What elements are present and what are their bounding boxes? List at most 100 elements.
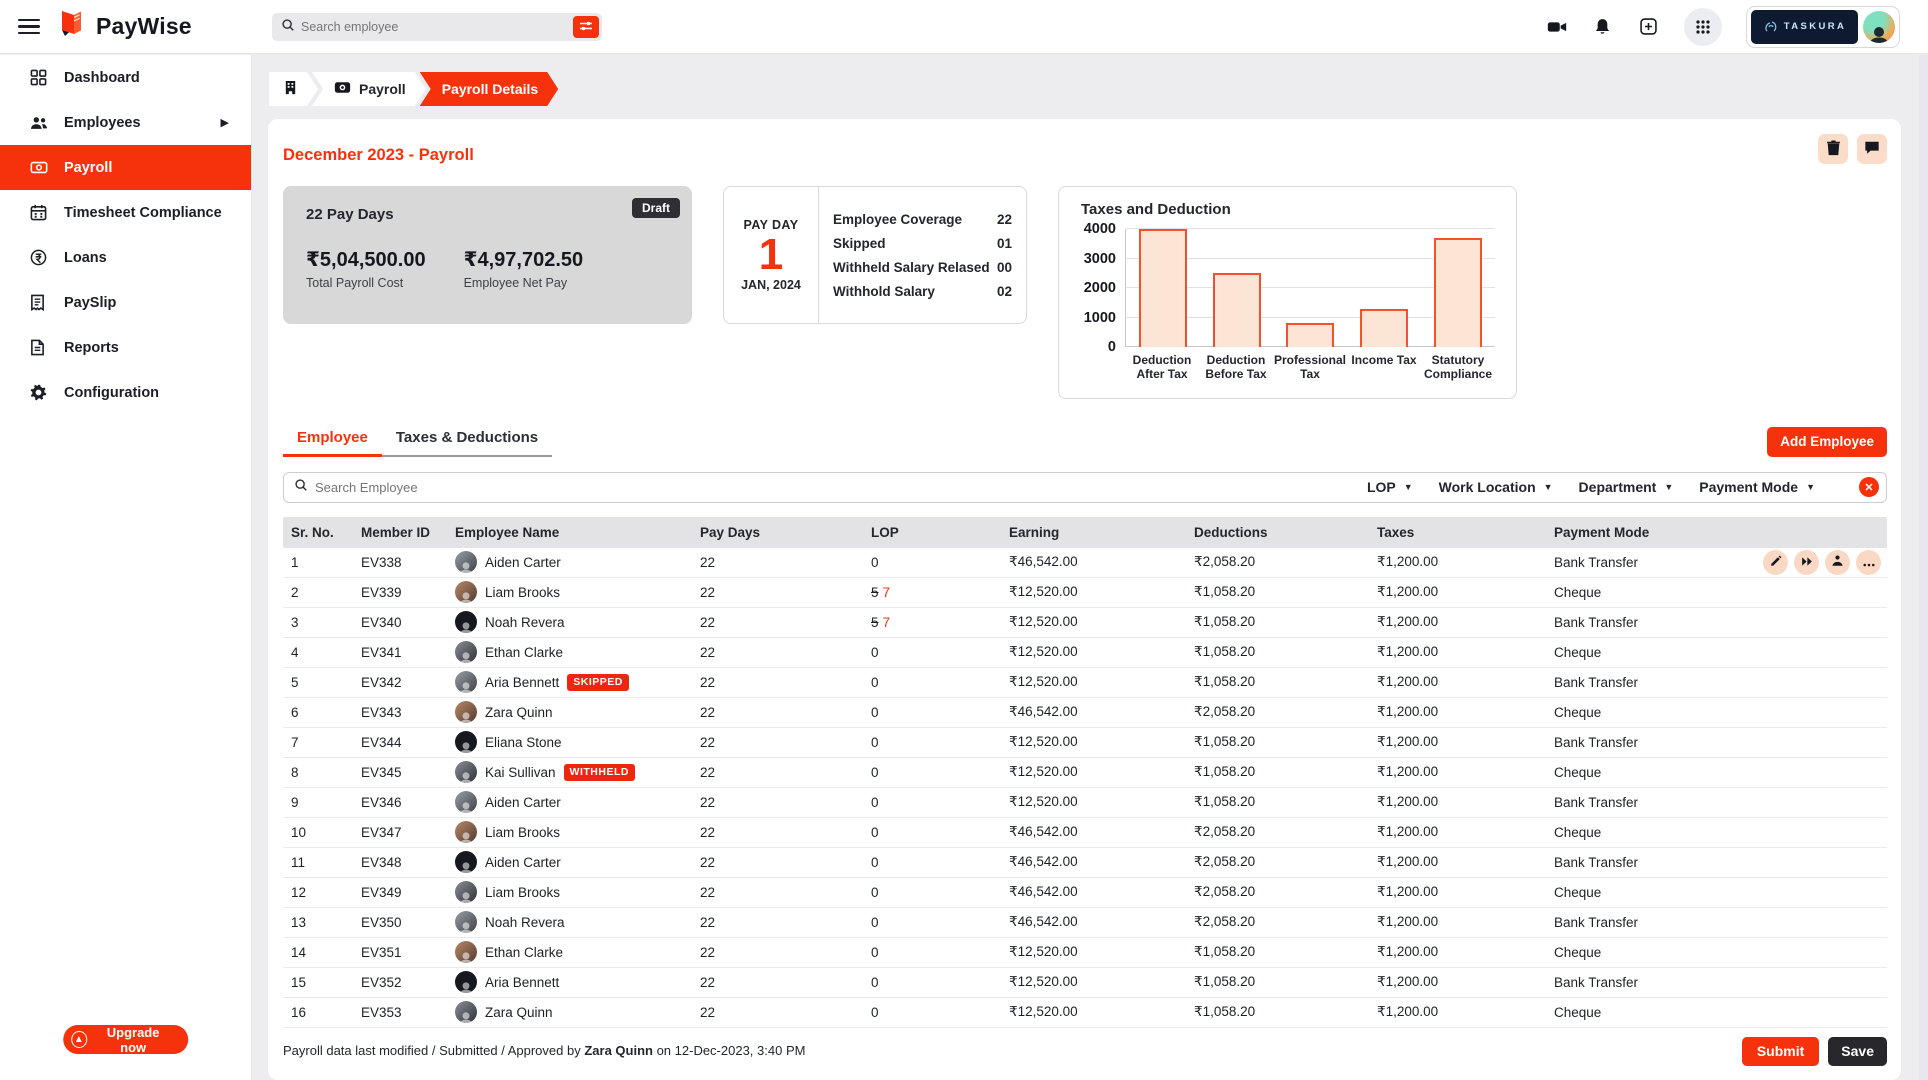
filter-payment-mode[interactable]: Payment Mode ▼ [1699,479,1815,495]
clear-filters-button[interactable]: ✕ [1859,477,1879,497]
cell-taxes: ₹1,200.00 [1377,824,1439,839]
cell-lop: 0 [871,854,879,870]
status-badge: WITHHELD [563,763,635,781]
cell-employee-name: Liam Brooks [447,881,692,903]
cell-employee-name: Ethan Clarke [447,941,692,963]
filter-work-location[interactable]: Work Location ▼ [1439,479,1553,495]
add-employee-button[interactable]: Add Employee [1767,426,1887,457]
sidebar-item-timesheet-compliance[interactable]: Timesheet Compliance [0,190,251,235]
cell-sr-no: 14 [291,944,307,960]
chevron-right-icon: ▶ [220,117,229,129]
bar-3 [1360,309,1409,347]
upgrade-button[interactable]: ▲ Upgrade now [62,1025,189,1055]
sidebar-item-dashboard[interactable]: Dashboard [0,55,251,100]
employee-search[interactable] [294,478,1367,497]
video-icon[interactable] [1546,16,1568,38]
cell-pay-days: 22 [700,614,716,630]
employee-search-input[interactable] [315,479,615,495]
brand-name: PayWise [96,13,192,39]
cell-earning: ₹12,520.00 [1009,944,1078,959]
cell-employee-name: Noah Revera [447,611,692,633]
sidebar-item-configuration[interactable]: Configuration [0,370,251,415]
col-earning: Earning [1009,524,1060,540]
cell-taxes: ₹1,200.00 [1377,704,1439,719]
cell-lop: 0 [871,674,879,690]
loans-icon [30,249,48,267]
cell-lop: 0 [871,944,879,960]
cell-payment-mode: Cheque [1554,884,1602,900]
cell-lop: 0 [871,974,879,990]
cell-pay-days: 22 [700,584,716,600]
table-row: 16 EV353 Zara Quinn 22 0 ₹12,520.00 ₹1,058.20 ₹… [283,998,1887,1028]
trash-icon [1826,139,1841,159]
cell-deductions: ₹2,058.20 [1194,854,1256,869]
scrollbar[interactable] [1919,55,1928,1080]
search-icon [281,18,295,37]
cell-lop: 0 [871,914,879,930]
status-badge: SKIPPED [567,673,629,691]
stat-label: Skipped [833,235,886,251]
cell-member-id: EV345 [361,764,402,780]
cell-employee-name: Noah Revera [447,911,692,933]
sidebar-item-employees[interactable]: Employees ▶ [0,100,251,145]
cell-sr-no: 13 [291,914,307,930]
pay-day-label: PAY DAY [743,217,799,232]
tab-employee[interactable]: Employee [283,423,382,457]
submit-button[interactable]: Submit [1741,1036,1820,1066]
col-lop: LOP [871,524,899,540]
taskura-logo: TASKURA [1751,9,1858,44]
global-search[interactable] [272,13,602,41]
col-pay-days: Pay Days [700,524,761,540]
save-button[interactable]: Save [1828,1036,1887,1066]
cell-sr-no: 6 [291,704,299,720]
bell-icon[interactable] [1592,16,1614,38]
sidebar-item-payslip[interactable]: PaySlip [0,280,251,325]
menu-icon[interactable] [18,15,40,39]
comment-button[interactable] [1857,134,1887,164]
table-row: 8 EV345 Kai Sullivan WITHHELD 22 0 ₹12,520.00 ₹… [283,758,1887,788]
account-badge[interactable]: TASKURA [1746,5,1900,48]
avatar [455,941,477,963]
delete-button[interactable] [1818,134,1848,164]
cell-sr-no: 12 [291,884,307,900]
cell-pay-days: 22 [700,1004,716,1020]
sidebar-item-reports[interactable]: Reports [0,325,251,370]
user-avatar[interactable] [1863,10,1895,43]
filter-lop[interactable]: LOP ▼ [1367,479,1413,495]
add-icon[interactable] [1638,16,1660,38]
avatar [455,761,477,783]
x-tick-label: Professional Tax [1273,353,1347,382]
stat-withhold-salary: Withhold Salary 02 [833,284,1012,299]
cell-earning: ₹46,542.00 [1009,884,1078,899]
table-row: 3 EV340 Noah Revera 22 5 7 ₹12,520.00 ₹1,058.20… [283,608,1887,638]
global-search-input[interactable] [301,20,573,34]
cell-deductions: ₹1,058.20 [1194,584,1256,599]
gridline [1126,287,1495,288]
filter-department[interactable]: Department ▼ [1579,479,1674,495]
stat-value: 00 [996,259,1012,275]
filter-label: LOP [1366,479,1396,495]
breadcrumb-home[interactable] [269,72,318,106]
hold-salary-button[interactable] [1825,549,1850,575]
breadcrumb-current: Payroll Details [420,72,559,106]
cell-employee-name: Liam Brooks [447,581,692,603]
search-filter-button[interactable] [573,16,599,38]
sidebar-item-payroll[interactable]: Payroll [0,145,251,190]
stat-skipped: Skipped 01 [833,236,1012,251]
tab-taxes-deductions[interactable]: Taxes & Deductions [395,429,539,446]
cell-member-id: EV341 [361,644,402,660]
apps-grid-icon[interactable] [1684,7,1722,46]
edit-button[interactable] [1763,549,1788,575]
breadcrumb-payroll[interactable]: Payroll [312,72,426,106]
sidebar-item-loans[interactable]: Loans [0,235,251,280]
brand-logo[interactable]: PayWise [54,7,192,46]
cell-member-id: EV352 [361,974,402,990]
more-button[interactable] [1856,549,1881,575]
pay-day-card: PAY DAY 1 JAN, 2024 Employee Coverage 22… [723,186,1027,324]
paywise-logo-icon [54,7,88,46]
total-payroll-cost-label: Total Payroll Cost [306,276,404,290]
sidebar-item-label: Timesheet Compliance [64,204,222,221]
cell-pay-days: 22 [700,974,716,990]
skip-button[interactable] [1794,549,1819,575]
cell-earning: ₹12,520.00 [1009,974,1078,989]
